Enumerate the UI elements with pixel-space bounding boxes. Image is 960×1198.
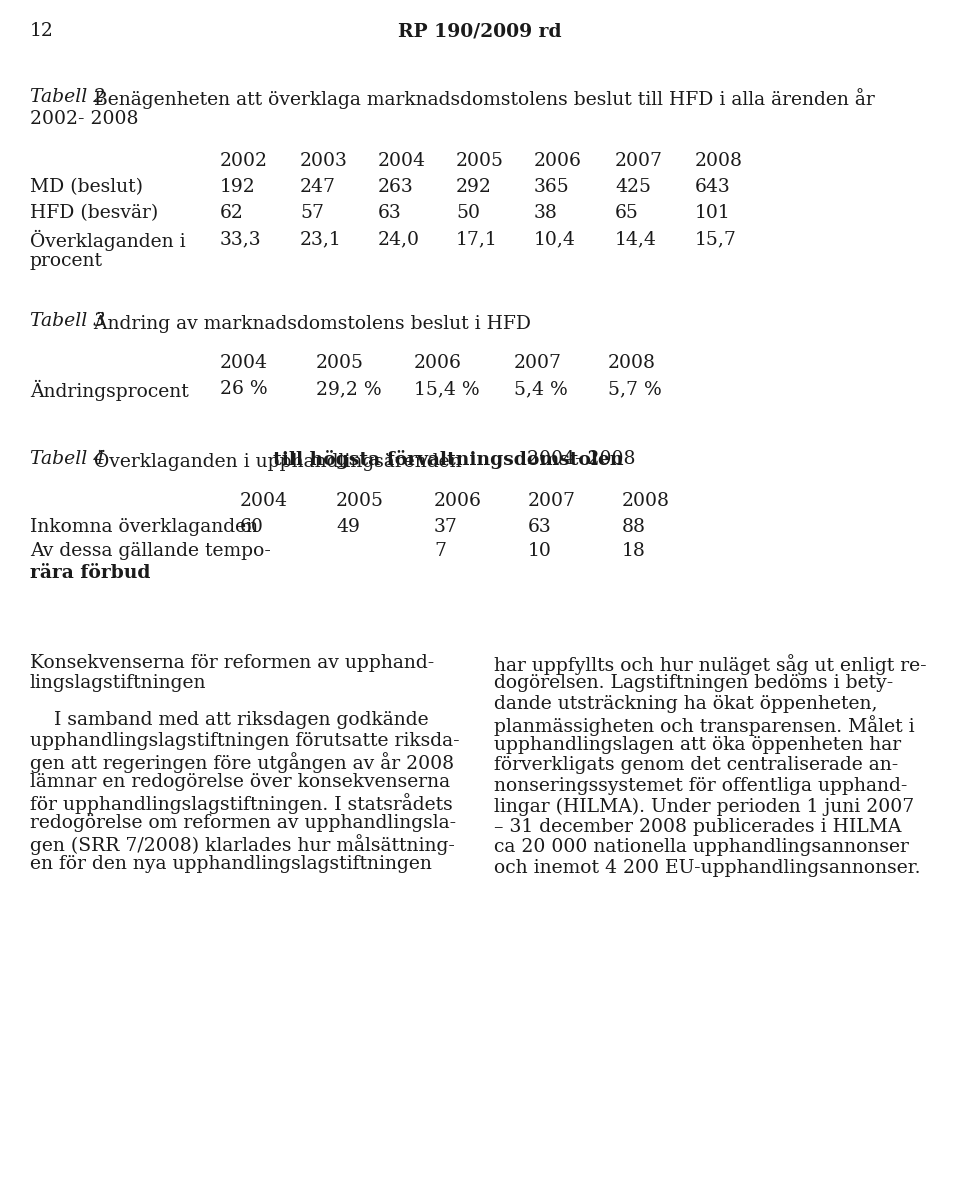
Text: planmässigheten och transparensen. Målet i: planmässigheten och transparensen. Målet… (494, 715, 915, 737)
Text: Ändringsprocent: Ändringsprocent (30, 380, 189, 401)
Text: upphandlingslagstiftningen förutsatte riksda-: upphandlingslagstiftningen förutsatte ri… (30, 732, 460, 750)
Text: 2004- 2008: 2004- 2008 (521, 450, 636, 468)
Text: 2008: 2008 (608, 353, 656, 373)
Text: 425: 425 (615, 179, 651, 196)
Text: lingar (HILMA). Under perioden 1 juni 2007: lingar (HILMA). Under perioden 1 juni 20… (494, 798, 914, 816)
Text: 7: 7 (434, 541, 446, 559)
Text: 10: 10 (528, 541, 552, 559)
Text: 365: 365 (534, 179, 569, 196)
Text: Överklaganden i: Överklaganden i (30, 230, 185, 252)
Text: för upphandlingslagstiftningen. I statsrådets: för upphandlingslagstiftningen. I statsr… (30, 793, 453, 815)
Text: rära förbud: rära förbud (30, 564, 151, 582)
Text: Benägenheten att överklaga marknadsdomstolens beslut till HFD i alla ärenden år: Benägenheten att överklaga marknadsdomst… (88, 87, 875, 109)
Text: 5,7 %: 5,7 % (608, 380, 661, 398)
Text: 292: 292 (456, 179, 492, 196)
Text: gen att regeringen före utgången av år 2008: gen att regeringen före utgången av år 2… (30, 752, 454, 774)
Text: 63: 63 (528, 518, 552, 536)
Text: dande utsträckning ha ökat öppenheten,: dande utsträckning ha ökat öppenheten, (494, 695, 877, 713)
Text: nonseringssystemet för offentliga upphand-: nonseringssystemet för offentliga upphan… (494, 778, 907, 795)
Text: till högsta förvaltningsdomstolen: till högsta förvaltningsdomstolen (273, 450, 623, 468)
Text: 2004: 2004 (240, 492, 288, 510)
Text: ca 20 000 nationella upphandlingsannonser: ca 20 000 nationella upphandlingsannonse… (494, 839, 909, 857)
Text: 2008: 2008 (622, 492, 670, 510)
Text: 12: 12 (30, 22, 54, 40)
Text: HFD (besvär): HFD (besvär) (30, 204, 158, 222)
Text: 33,3: 33,3 (220, 230, 262, 248)
Text: 15,7: 15,7 (695, 230, 737, 248)
Text: en för den nya upphandlingslagstiftningen: en för den nya upphandlingslagstiftninge… (30, 855, 432, 873)
Text: Konsekvenserna för reformen av upphand-: Konsekvenserna för reformen av upphand- (30, 654, 434, 672)
Text: Tabell 3: Tabell 3 (30, 311, 106, 329)
Text: 192: 192 (220, 179, 255, 196)
Text: lämnar en redogörelse över konsekvenserna: lämnar en redogörelse över konsekvensern… (30, 773, 450, 791)
Text: lingslagstiftningen: lingslagstiftningen (30, 674, 206, 692)
Text: 2007: 2007 (528, 492, 576, 510)
Text: och inemot 4 200 EU-upphandlingsannonser.: och inemot 4 200 EU-upphandlingsannonser… (494, 859, 921, 877)
Text: 2006: 2006 (434, 492, 482, 510)
Text: 2002- 2008: 2002- 2008 (30, 110, 138, 128)
Text: 15,4 %: 15,4 % (414, 380, 480, 398)
Text: Inkomna överklaganden: Inkomna överklaganden (30, 518, 258, 536)
Text: 263: 263 (378, 179, 414, 196)
Text: 2005: 2005 (456, 152, 504, 170)
Text: 49: 49 (336, 518, 360, 536)
Text: – 31 december 2008 publicerades i HILMA: – 31 december 2008 publicerades i HILMA (494, 818, 901, 836)
Text: 24,0: 24,0 (378, 230, 420, 248)
Text: 88: 88 (622, 518, 646, 536)
Text: redogörelse om reformen av upphandlingsla-: redogörelse om reformen av upphandlingsl… (30, 813, 456, 831)
Text: procent: procent (30, 252, 103, 270)
Text: Av dessa gällande tempo-: Av dessa gällande tempo- (30, 541, 271, 559)
Text: RP 190/2009 rd: RP 190/2009 rd (398, 22, 562, 40)
Text: 29,2 %: 29,2 % (316, 380, 382, 398)
Text: 2002: 2002 (220, 152, 268, 170)
Text: dogörelsen. Lagstiftningen bedöms i bety-: dogörelsen. Lagstiftningen bedöms i bety… (494, 674, 893, 692)
Text: MD (beslut): MD (beslut) (30, 179, 143, 196)
Text: 101: 101 (695, 204, 731, 222)
Text: 2004: 2004 (378, 152, 426, 170)
Text: Ändring av marknadsdomstolens beslut i HFD: Ändring av marknadsdomstolens beslut i H… (88, 311, 531, 333)
Text: 37: 37 (434, 518, 458, 536)
Text: 62: 62 (220, 204, 244, 222)
Text: 65: 65 (615, 204, 638, 222)
Text: 2003: 2003 (300, 152, 348, 170)
Text: gen (SRR 7/2008) klarlades hur målsättning-: gen (SRR 7/2008) klarlades hur målsättni… (30, 834, 455, 855)
Text: 643: 643 (695, 179, 731, 196)
Text: I samband med att riksdagen godkände: I samband med att riksdagen godkände (30, 712, 428, 730)
Text: har uppfyllts och hur nuläget såg ut enligt re-: har uppfyllts och hur nuläget såg ut enl… (494, 654, 926, 674)
Text: 60: 60 (240, 518, 264, 536)
Text: 50: 50 (456, 204, 480, 222)
Text: 2006: 2006 (414, 353, 462, 373)
Text: 2008: 2008 (695, 152, 743, 170)
Text: 17,1: 17,1 (456, 230, 497, 248)
Text: 5,4 %: 5,4 % (514, 380, 567, 398)
Text: 23,1: 23,1 (300, 230, 342, 248)
Text: 2005: 2005 (316, 353, 364, 373)
Text: 26 %: 26 % (220, 380, 268, 398)
Text: Tabell 2: Tabell 2 (30, 87, 106, 105)
Text: 2006: 2006 (534, 152, 582, 170)
Text: 14,4: 14,4 (615, 230, 657, 248)
Text: 10,4: 10,4 (534, 230, 576, 248)
Text: 2005: 2005 (336, 492, 384, 510)
Text: 57: 57 (300, 204, 324, 222)
Text: 38: 38 (534, 204, 558, 222)
Text: förverkligats genom det centraliserade an-: förverkligats genom det centraliserade a… (494, 756, 899, 774)
Text: 63: 63 (378, 204, 401, 222)
Text: 2007: 2007 (514, 353, 562, 373)
Text: Överklaganden i upphandlingsärenden: Överklaganden i upphandlingsärenden (88, 450, 468, 471)
Text: Tabell 4: Tabell 4 (30, 450, 106, 468)
Text: upphandlingslagen att öka öppenheten har: upphandlingslagen att öka öppenheten har (494, 736, 901, 754)
Text: 18: 18 (622, 541, 646, 559)
Text: 2007: 2007 (615, 152, 663, 170)
Text: 2004: 2004 (220, 353, 268, 373)
Text: 247: 247 (300, 179, 336, 196)
